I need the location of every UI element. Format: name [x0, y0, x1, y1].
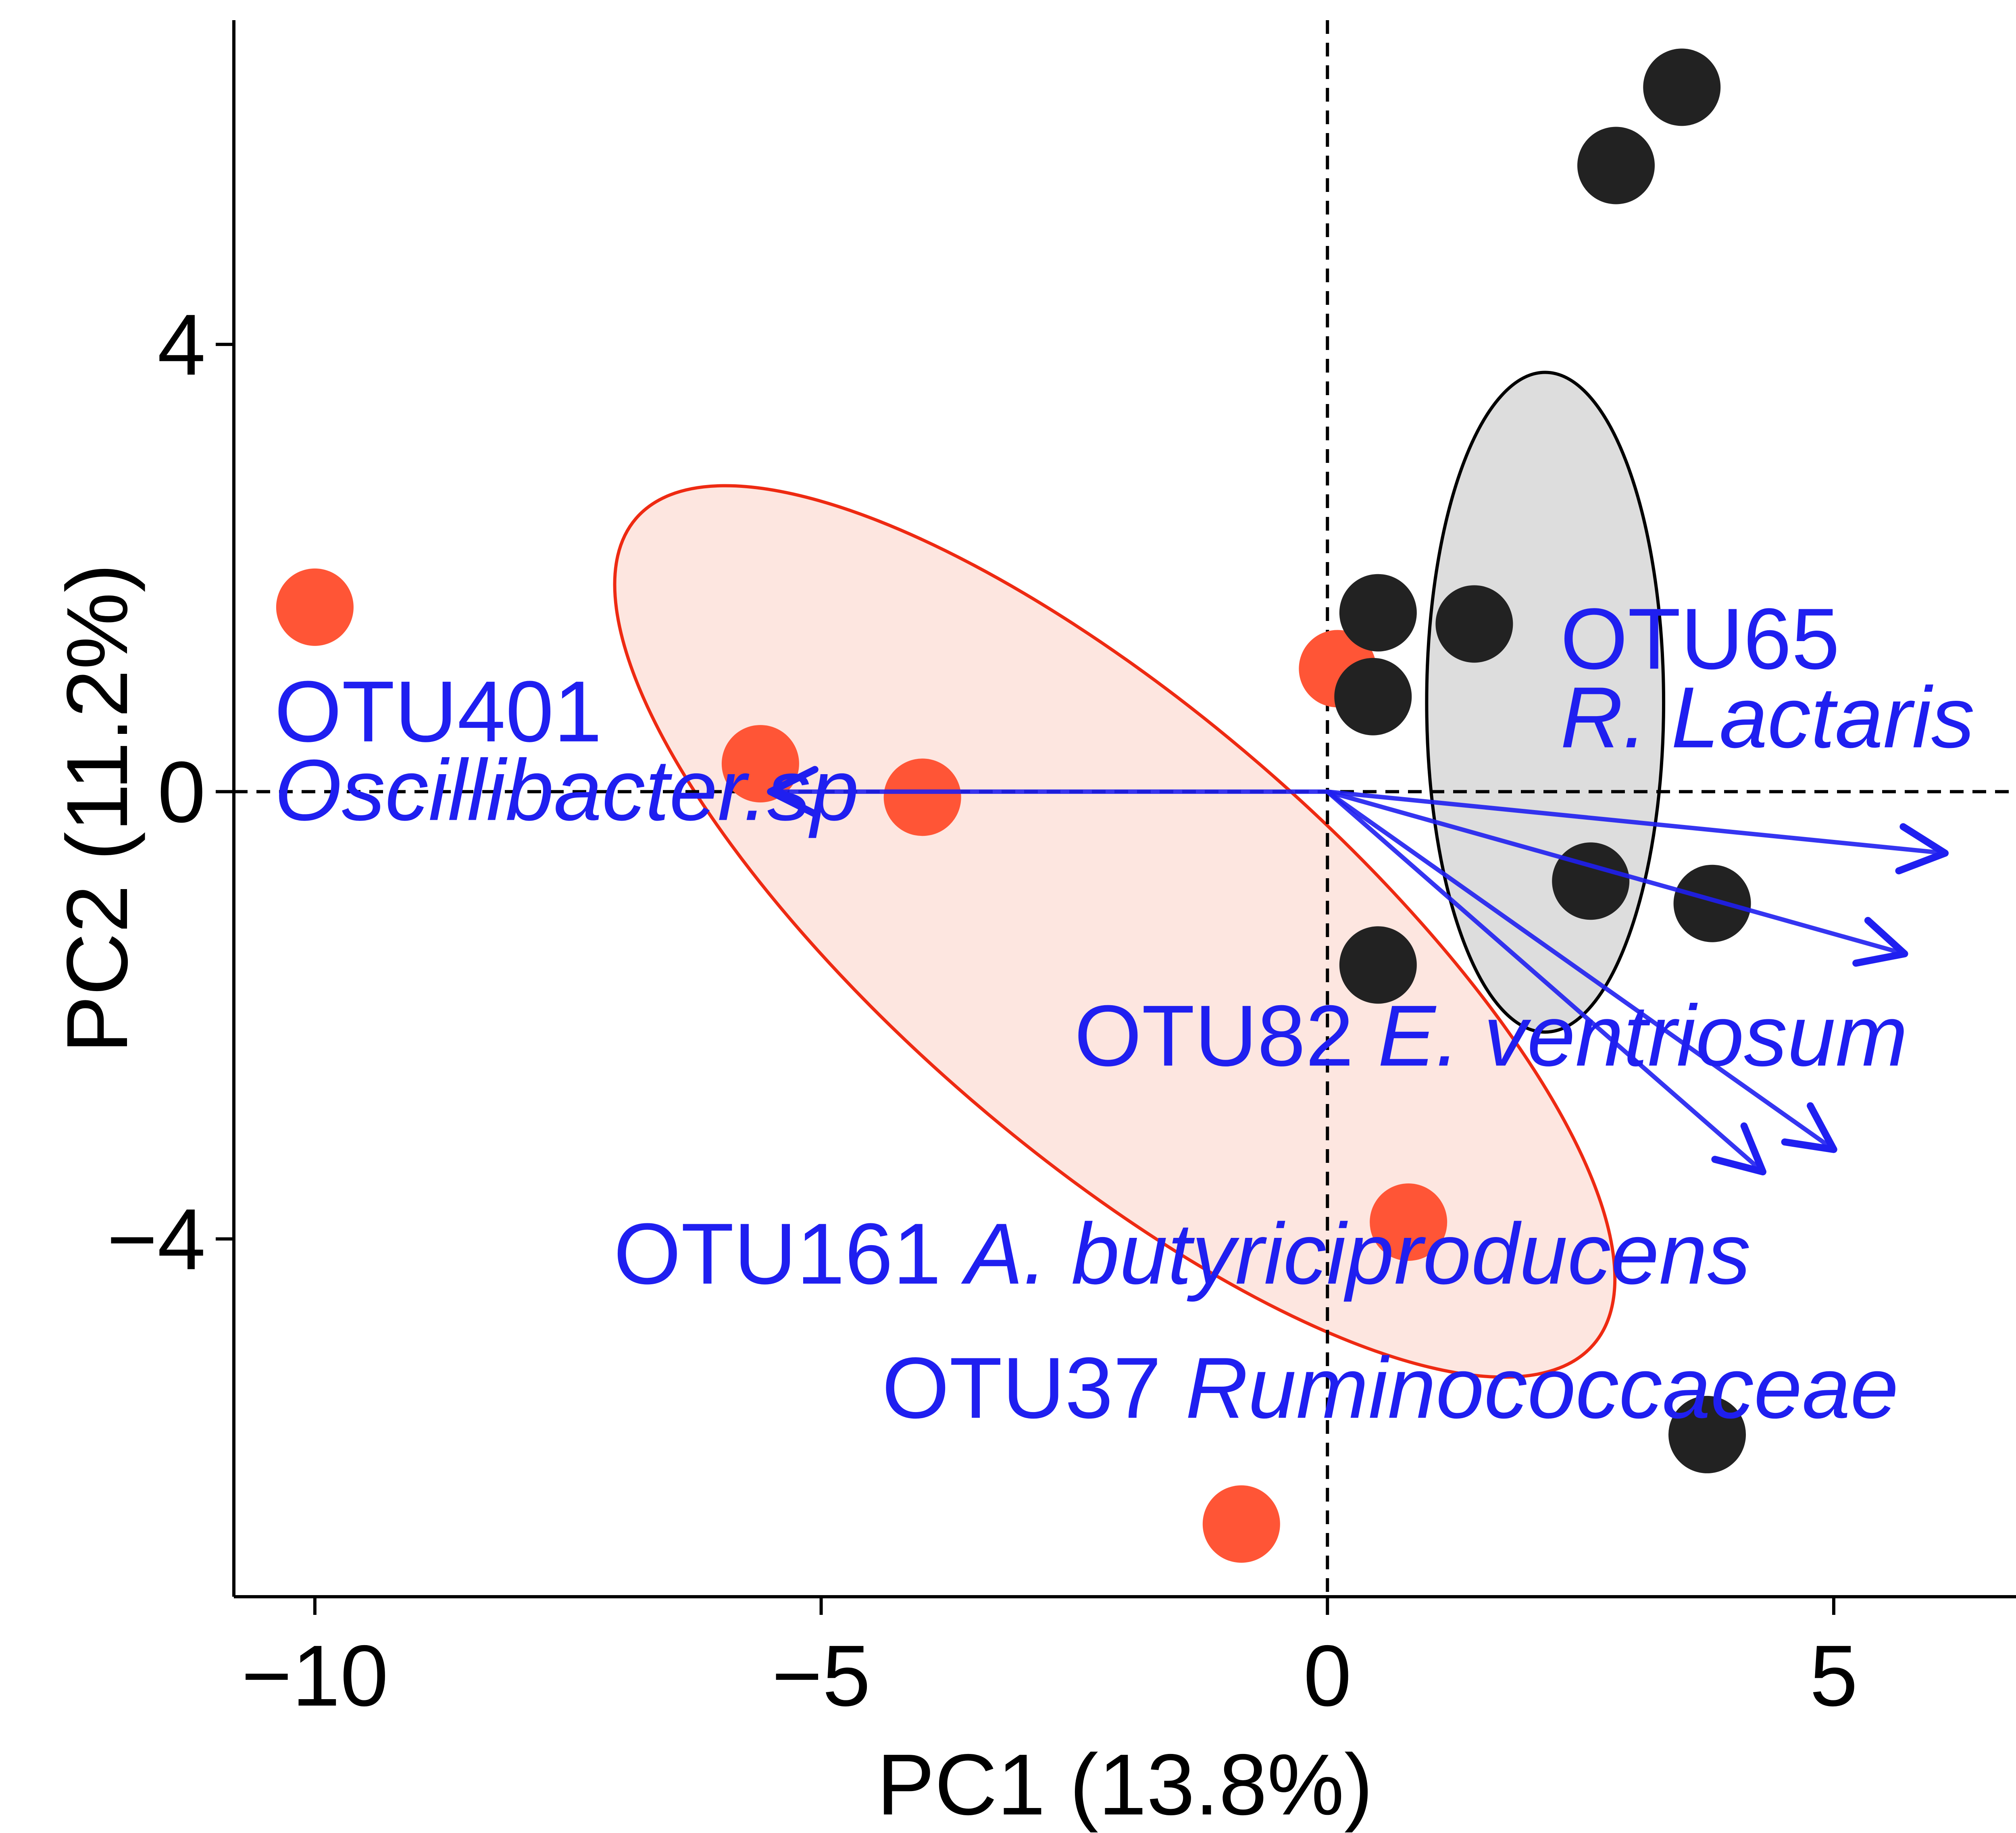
data-point-group2-9	[1668, 1396, 1746, 1473]
otu82-label-text-1-2: E. ventriosum	[1378, 987, 1908, 1084]
data-point-group1-5	[1370, 1183, 1447, 1261]
y-tick-label-3: 4	[157, 296, 206, 393]
y-axis-title: PC2 (11.2%)	[48, 564, 146, 1054]
data-point-group2-2	[1577, 127, 1655, 204]
otu401-label-line-1: OTU401	[274, 663, 602, 760]
x-tick-label-3: 0	[1303, 1627, 1352, 1724]
loading-arrow-5	[1325, 789, 1766, 1176]
axes	[232, 20, 2016, 1598]
otu82-label-text-1-1: OTU82	[1074, 987, 1378, 1084]
otu161-label-line-1: OTU161 A. butyriciproducens	[614, 1205, 1751, 1302]
sample-points	[276, 48, 1751, 1563]
otu37-label-text-1-2: Ruminococcaceae	[1185, 1339, 1899, 1436]
otu401-label-text-2-1: Oscillibacter.sp	[274, 742, 859, 839]
data-point-group2-8	[1339, 926, 1417, 1004]
data-point-group2-5	[1334, 658, 1412, 735]
data-point-group2-6	[1552, 842, 1630, 920]
otu65-label-text-1-1: OTU65	[1560, 590, 1840, 687]
axis-ticks: −10 −5 0 5 −4 0 4	[107, 296, 1858, 1724]
confidence-ellipses	[613, 371, 1666, 1379]
data-point-group1-1	[276, 568, 354, 646]
data-point-group2-1	[1643, 48, 1721, 126]
loading-arrow-2	[1325, 789, 1949, 875]
otu401-label-line-2: Oscillibacter.sp	[274, 742, 859, 839]
otu82-label-line-1: OTU82 E. ventriosum	[1074, 987, 1908, 1084]
x-tick-label-2: −5	[772, 1627, 871, 1724]
data-point-group1-6	[1202, 1485, 1280, 1563]
x-tick-label-4: 5	[1810, 1627, 1858, 1724]
y-tick-label-2: 0	[157, 743, 206, 840]
confidence-ellipse-1	[613, 484, 1617, 1379]
loading-arrows	[767, 766, 1949, 1176]
otu161-label-text-1-2: A. butyriciproducens	[961, 1205, 1751, 1302]
data-point-group2-7	[1673, 864, 1751, 942]
otu37-label-line-1: OTU37 Ruminococcaceae	[882, 1339, 1898, 1436]
loading-arrow-4	[1325, 789, 1837, 1153]
data-point-group2-4	[1435, 585, 1513, 663]
data-point-group2-3	[1339, 574, 1417, 652]
x-axis-title: PC1 (13.8%)	[877, 1736, 1373, 1833]
y-tick-label-1: −4	[107, 1191, 206, 1288]
data-point-group1-3	[883, 758, 961, 836]
x-tick-label-1: −10	[242, 1627, 389, 1724]
loading-arrow-3	[1325, 789, 1908, 967]
otu65-label-text-2-1: R. Lactaris	[1560, 669, 1975, 766]
otu65-label-line-2: R. Lactaris	[1560, 669, 1975, 766]
otu401-label-text-1-1: OTU401	[274, 663, 602, 760]
otu65-label-line-1: OTU65	[1560, 590, 1840, 687]
otu37-label-text-1-1: OTU37	[882, 1339, 1185, 1436]
otu161-label-text-1-1: OTU161	[614, 1205, 965, 1302]
